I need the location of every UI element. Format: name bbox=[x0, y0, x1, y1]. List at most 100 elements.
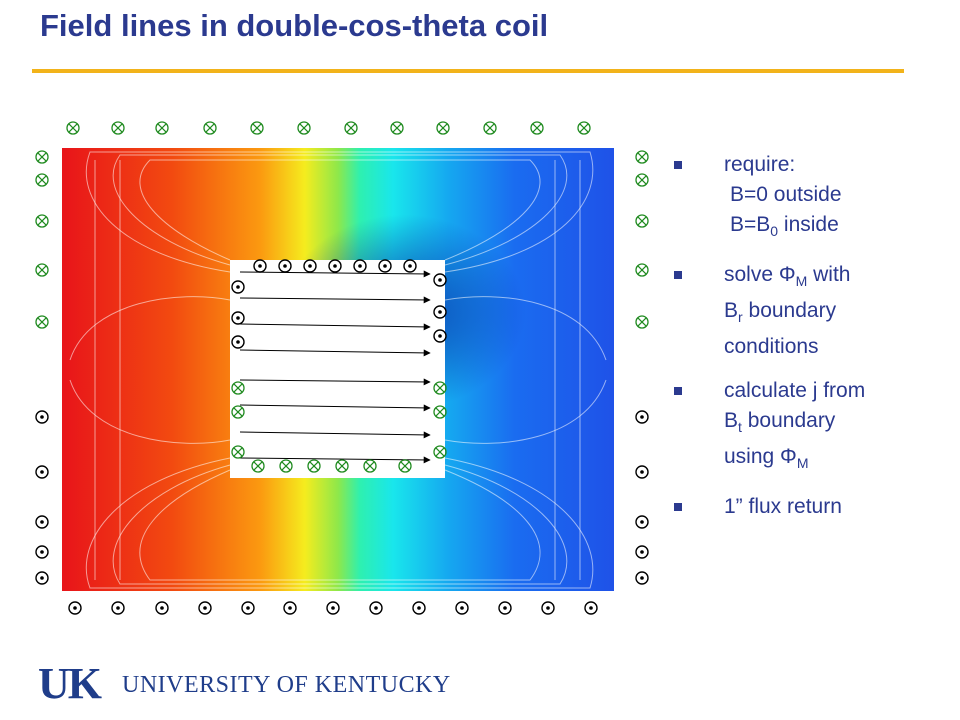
current-out-of-page-icon bbox=[35, 571, 49, 585]
bullet-marker bbox=[674, 271, 682, 279]
subscript: 0 bbox=[770, 223, 779, 239]
current-out-of-page-icon bbox=[635, 465, 649, 479]
current-out-of-page-icon bbox=[35, 515, 49, 529]
current-into-page-icon bbox=[483, 121, 497, 135]
current-into-page-icon bbox=[635, 315, 649, 329]
current-out-of-page-icon bbox=[378, 259, 392, 273]
bullet-calculate: calculate j from Bt boundary using ΦM bbox=[674, 376, 954, 478]
current-into-page-icon bbox=[35, 315, 49, 329]
current-into-page-icon bbox=[398, 459, 412, 473]
bullet-line: using ΦM bbox=[724, 442, 954, 478]
current-out-of-page-icon bbox=[433, 305, 447, 319]
current-into-page-icon bbox=[635, 150, 649, 164]
current-into-page-icon bbox=[231, 381, 245, 395]
phi-symbol: Φ bbox=[780, 445, 797, 468]
current-into-page-icon bbox=[335, 459, 349, 473]
bullet-line: solve ΦM with bbox=[724, 260, 954, 296]
current-out-of-page-icon bbox=[35, 465, 49, 479]
current-out-of-page-icon bbox=[498, 601, 512, 615]
current-out-of-page-icon bbox=[635, 571, 649, 585]
inner-bore bbox=[230, 260, 445, 478]
current-into-page-icon bbox=[250, 121, 264, 135]
bullet-marker bbox=[674, 387, 682, 395]
current-into-page-icon bbox=[635, 263, 649, 277]
current-into-page-icon bbox=[433, 381, 447, 395]
bullet-require: require: B=0 outside B=B0 inside bbox=[674, 150, 954, 246]
bullet-list: require: B=0 outside B=B0 inside solve Φ… bbox=[674, 150, 954, 536]
current-out-of-page-icon bbox=[111, 601, 125, 615]
uk-logo-mark: UK bbox=[38, 659, 104, 706]
current-out-of-page-icon bbox=[198, 601, 212, 615]
current-out-of-page-icon bbox=[326, 601, 340, 615]
current-into-page-icon bbox=[530, 121, 544, 135]
current-out-of-page-icon bbox=[241, 601, 255, 615]
current-out-of-page-icon bbox=[541, 601, 555, 615]
logo-wordmark: UNIVERSITY OF KENTUCKY bbox=[122, 672, 451, 698]
text-part: B bbox=[724, 409, 739, 432]
current-out-of-page-icon bbox=[328, 259, 342, 273]
current-symbols bbox=[35, 121, 649, 615]
current-out-of-page-icon bbox=[35, 545, 49, 559]
current-into-page-icon bbox=[111, 121, 125, 135]
current-into-page-icon bbox=[577, 121, 591, 135]
current-into-page-icon bbox=[35, 263, 49, 277]
current-into-page-icon bbox=[35, 173, 49, 187]
text-part: solve bbox=[724, 263, 779, 286]
current-out-of-page-icon bbox=[303, 259, 317, 273]
current-out-of-page-icon bbox=[231, 280, 245, 294]
current-into-page-icon bbox=[436, 121, 450, 135]
text-part: boundary bbox=[741, 409, 836, 432]
current-into-page-icon bbox=[231, 405, 245, 419]
text-part: B=B bbox=[730, 213, 771, 236]
bullet-marker bbox=[674, 161, 682, 169]
current-into-page-icon bbox=[363, 459, 377, 473]
text-part: B bbox=[724, 299, 739, 322]
current-into-page-icon bbox=[35, 150, 49, 164]
current-into-page-icon bbox=[251, 459, 265, 473]
current-out-of-page-icon bbox=[278, 259, 292, 273]
current-into-page-icon bbox=[297, 121, 311, 135]
current-out-of-page-icon bbox=[231, 335, 245, 349]
bullet-line: Br boundary bbox=[724, 296, 954, 332]
current-out-of-page-icon bbox=[584, 601, 598, 615]
current-out-of-page-icon bbox=[68, 601, 82, 615]
current-out-of-page-icon bbox=[433, 273, 447, 287]
current-out-of-page-icon bbox=[635, 545, 649, 559]
text-part: using bbox=[724, 445, 781, 468]
logo-mark-text: UK bbox=[38, 659, 102, 706]
field-line-diagram bbox=[35, 121, 649, 615]
current-into-page-icon bbox=[307, 459, 321, 473]
current-out-of-page-icon bbox=[155, 601, 169, 615]
bullet-solve: solve ΦM with Br boundary conditions bbox=[674, 260, 954, 362]
contour-lines bbox=[69, 151, 607, 589]
bore-field-arrows bbox=[239, 270, 431, 464]
slide-title: Field lines in double-cos-theta coil bbox=[40, 8, 549, 43]
bullet-marker bbox=[674, 503, 682, 511]
current-out-of-page-icon bbox=[369, 601, 383, 615]
bullet-line: B=B0 inside bbox=[724, 210, 954, 246]
current-out-of-page-icon bbox=[412, 601, 426, 615]
current-into-page-icon bbox=[344, 121, 358, 135]
title-underline bbox=[32, 69, 904, 73]
current-into-page-icon bbox=[433, 445, 447, 459]
bullet-flux-return: 1” flux return bbox=[674, 492, 954, 522]
current-into-page-icon bbox=[66, 121, 80, 135]
bullet-line: B=0 outside bbox=[730, 183, 842, 206]
subscript: r bbox=[738, 309, 743, 325]
text-part: with bbox=[807, 263, 851, 286]
bullet-line: conditions bbox=[724, 335, 819, 358]
current-into-page-icon bbox=[155, 121, 169, 135]
bullet-line: Bt boundary bbox=[724, 406, 954, 442]
current-into-page-icon bbox=[635, 214, 649, 228]
current-into-page-icon bbox=[35, 214, 49, 228]
current-out-of-page-icon bbox=[455, 601, 469, 615]
bullet-line: require: bbox=[724, 153, 796, 176]
current-out-of-page-icon bbox=[353, 259, 367, 273]
current-into-page-icon bbox=[231, 445, 245, 459]
current-into-page-icon bbox=[433, 405, 447, 419]
current-out-of-page-icon bbox=[35, 410, 49, 424]
text-part: inside bbox=[778, 213, 839, 236]
current-into-page-icon bbox=[279, 459, 293, 473]
current-out-of-page-icon bbox=[253, 259, 267, 273]
current-out-of-page-icon bbox=[283, 601, 297, 615]
